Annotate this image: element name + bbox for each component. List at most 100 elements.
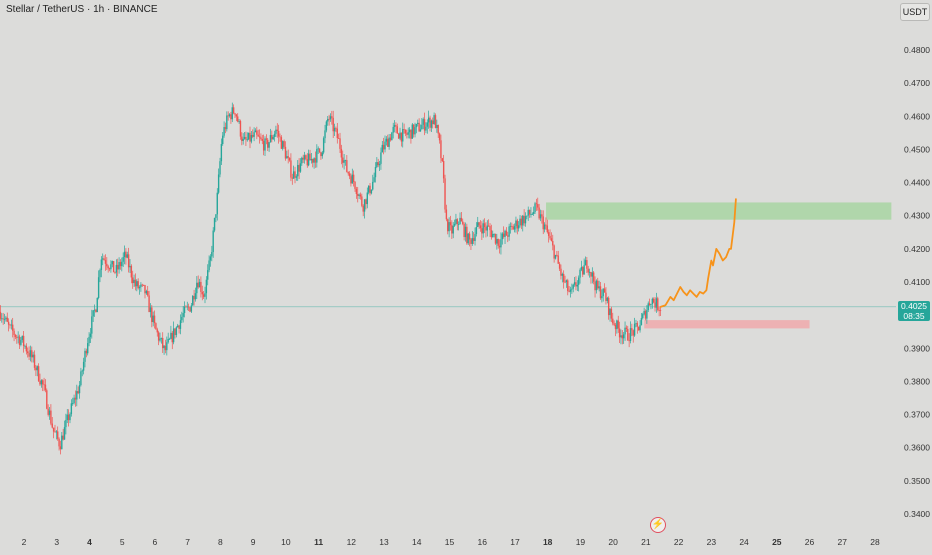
candle-body [632,330,634,336]
candle-body [314,158,317,163]
candle-body [643,310,645,315]
candle-body [322,138,325,153]
candle-body [125,251,127,258]
candle-body [65,419,67,428]
candle-body [54,431,56,433]
candle-body [526,215,528,217]
candle-body [532,212,535,214]
candle-body [132,277,134,284]
candle-body [609,308,611,316]
candle-body [329,116,332,120]
candle-body [307,153,310,166]
candle-body [524,216,527,224]
candle-body [467,233,469,244]
candle-body [181,316,183,321]
candle-body [448,222,450,232]
candle-body [622,334,625,339]
candle-body [138,286,141,289]
candle-body [328,118,330,120]
candle-body [295,176,298,178]
candle-body [6,317,8,322]
candle-body [78,385,81,394]
x-tick-label: 19 [576,537,586,547]
candle-body [610,308,613,319]
candle-body [378,163,381,166]
candle-body [261,139,263,141]
candle-body [542,216,544,230]
candle-body [412,124,415,135]
candle-body [547,232,550,236]
candle-body [28,353,30,357]
candle-body [463,223,465,238]
candle-body [111,261,113,265]
candle-body [403,129,405,130]
x-tick-label: 15 [445,537,455,547]
candle-body [126,254,128,258]
x-tick-label: 18 [543,537,553,547]
candle-body [363,199,366,212]
candle-body [171,332,173,343]
candle-body [657,298,659,311]
candle-body [592,272,595,282]
candle-body [202,294,205,297]
candle-body [337,138,340,139]
candle-body [31,350,33,358]
candle-body [51,423,53,428]
candle-body [91,316,93,334]
candle-body [217,174,220,193]
candle-body [223,127,225,136]
lightning-icon[interactable]: ⚡ [650,517,666,533]
currency-button[interactable]: USDT [900,3,930,21]
y-tick-label: 0.3600 [904,443,930,453]
candle-body [366,192,368,205]
candle-body [399,132,401,139]
candle-body [299,163,302,172]
time-axis[interactable]: 2 3 4 5 6 7 8 9 10 11 12 13 14 15 16 17 18 19 20 21 22 23 24 25… [22,537,880,547]
candle-body [350,176,352,184]
candle-body [496,238,498,244]
candle-body [385,138,388,142]
candle-body [309,153,311,161]
candle-body [246,139,248,141]
candle-body [534,203,536,213]
candle-body [605,292,607,301]
candle-body [89,333,92,337]
candle-body [92,310,94,317]
y-tick-label: 0.3500 [904,476,930,486]
candle-body [1,318,3,320]
candle-body [268,142,270,148]
candle-body [175,327,178,336]
candle-body [411,124,413,139]
candle-body [144,285,146,294]
candle-body [573,282,576,285]
candle-body [273,133,276,137]
candle-body [523,215,525,224]
candle-body [254,130,257,133]
candle-body [497,238,499,246]
candle-body [531,213,534,215]
candle-body [20,340,22,345]
candle-body [430,120,433,128]
candle-body [654,302,656,308]
candle-body [250,135,253,142]
candle-body [418,122,420,132]
candle-body [265,138,268,140]
y-tick-label: 0.4300 [904,211,930,221]
candle-body [183,306,186,314]
candle-body [612,318,614,324]
price-axis[interactable]: 0.4800 0.4700 0.4600 0.4500 0.4400 0.4300 0.42… [904,45,930,519]
candle-body [260,137,262,140]
x-tick-label: 11 [314,537,323,547]
candle-body [287,156,289,158]
candle-body [298,164,300,172]
candles-layer [0,102,662,455]
candle-body [277,130,280,137]
candle-body [50,410,52,424]
candle-body [40,380,43,385]
candle-body [543,224,546,230]
candle-body [391,132,393,141]
candle-body [344,160,347,161]
candle-body [614,324,617,330]
